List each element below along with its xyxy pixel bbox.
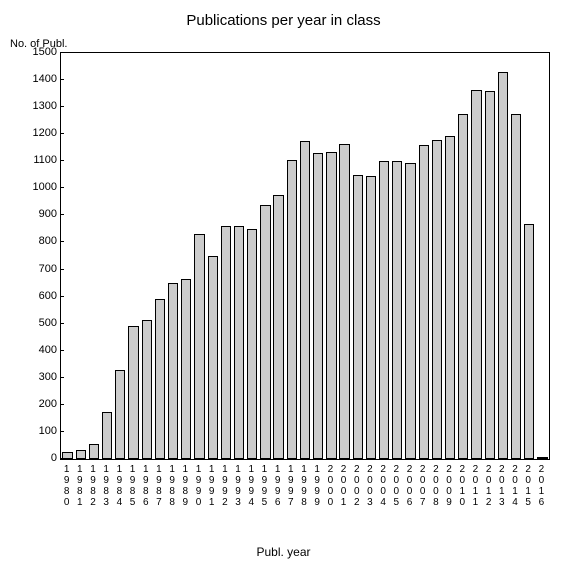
bar — [128, 326, 138, 459]
bar — [115, 370, 125, 459]
bar — [498, 72, 508, 459]
x-tick-label: 1989 — [180, 464, 190, 508]
x-tick-label: 2003 — [365, 464, 375, 508]
bar — [273, 195, 283, 459]
x-tick-label: 1987 — [154, 464, 164, 508]
y-tick-label: 1300 — [17, 100, 57, 112]
y-tick-label: 500 — [17, 317, 57, 329]
y-tick-label: 400 — [17, 344, 57, 356]
bar — [89, 444, 99, 459]
x-tick-label: 2007 — [418, 464, 428, 508]
bar — [313, 153, 323, 459]
bar — [524, 224, 534, 459]
x-tick-label: 2009 — [444, 464, 454, 508]
x-tick-label: 1993 — [233, 464, 243, 508]
bar — [221, 226, 231, 459]
y-tick-label: 900 — [17, 208, 57, 220]
x-tick-label: 1991 — [207, 464, 217, 508]
bar — [234, 226, 244, 459]
y-tick-label: 800 — [17, 235, 57, 247]
bar — [366, 176, 376, 459]
x-tick-labels: 19801981198219831984 19851986198719881989… — [60, 464, 550, 524]
bars-layer — [61, 53, 549, 459]
x-tick-label: 2006 — [405, 464, 415, 508]
bar — [300, 141, 310, 459]
y-tick-label: 1200 — [17, 127, 57, 139]
y-tick-label: 300 — [17, 371, 57, 383]
bar — [326, 152, 336, 459]
y-tick-label: 1100 — [17, 154, 57, 166]
y-tick-label: 1500 — [17, 46, 57, 58]
y-tick-label: 600 — [17, 290, 57, 302]
x-tick-label: 1988 — [167, 464, 177, 508]
chart-container: Publications per year in class No. of Pu… — [0, 0, 567, 567]
x-tick-label: 1998 — [299, 464, 309, 508]
y-tick-label: 200 — [17, 398, 57, 410]
bar — [287, 160, 297, 459]
x-tick-label: 2002 — [352, 464, 362, 508]
x-tick-label: 2000 — [325, 464, 335, 508]
bar — [445, 136, 455, 459]
bar — [194, 234, 204, 459]
x-tick-label: 2016 — [536, 464, 546, 508]
x-tick-label: 2012 — [484, 464, 494, 508]
x-tick-label: 1986 — [141, 464, 151, 508]
bar — [511, 114, 521, 459]
x-tick-label: 1992 — [220, 464, 230, 508]
bar — [208, 256, 218, 459]
bar — [339, 144, 349, 459]
bar — [76, 450, 86, 459]
x-tick-label: 2005 — [391, 464, 401, 508]
bar — [485, 91, 495, 459]
x-tick-label: 2015 — [523, 464, 533, 508]
bar — [260, 205, 270, 459]
bar — [537, 457, 547, 459]
bar — [102, 412, 112, 459]
x-tick-label: 2014 — [510, 464, 520, 508]
bar — [471, 90, 481, 459]
x-tick-label: 1981 — [75, 464, 85, 508]
y-tick-label: 700 — [17, 263, 57, 275]
bar — [458, 114, 468, 459]
x-tick-label: 1996 — [273, 464, 283, 508]
bar — [142, 320, 152, 459]
x-tick-label: 1984 — [114, 464, 124, 508]
x-tick-label: 2011 — [470, 464, 480, 508]
x-tick-label: 2004 — [378, 464, 388, 508]
x-tick-label: 1999 — [312, 464, 322, 508]
bar — [392, 161, 402, 459]
bar — [432, 140, 442, 459]
x-tick-label: 1980 — [62, 464, 72, 508]
y-tick-label: 1000 — [17, 181, 57, 193]
chart-title: Publications per year in class — [0, 12, 567, 29]
x-tick-label: 1983 — [101, 464, 111, 508]
x-tick-label: 2013 — [497, 464, 507, 508]
bar — [155, 299, 165, 459]
x-tick-label: 1985 — [128, 464, 138, 508]
bar — [168, 283, 178, 459]
bar — [247, 229, 257, 459]
x-tick-label: 1994 — [246, 464, 256, 508]
x-tick-label: 1982 — [88, 464, 98, 508]
y-tick-label: 100 — [17, 425, 57, 437]
x-tick-label: 2001 — [339, 464, 349, 508]
x-tick-label: 1990 — [193, 464, 203, 508]
bar — [379, 161, 389, 459]
bar — [353, 175, 363, 459]
x-tick-label: 1997 — [286, 464, 296, 508]
x-axis-label: Publ. year — [0, 545, 567, 559]
bar — [405, 163, 415, 459]
y-tick-label: 0 — [17, 452, 57, 464]
bar — [181, 279, 191, 459]
x-tick-label: 2008 — [431, 464, 441, 508]
bar — [62, 452, 72, 459]
x-tick-label: 1995 — [259, 464, 269, 508]
bar — [419, 145, 429, 459]
x-tick-label: 2010 — [457, 464, 467, 508]
plot-area — [60, 52, 550, 460]
y-tick-label: 1400 — [17, 73, 57, 85]
